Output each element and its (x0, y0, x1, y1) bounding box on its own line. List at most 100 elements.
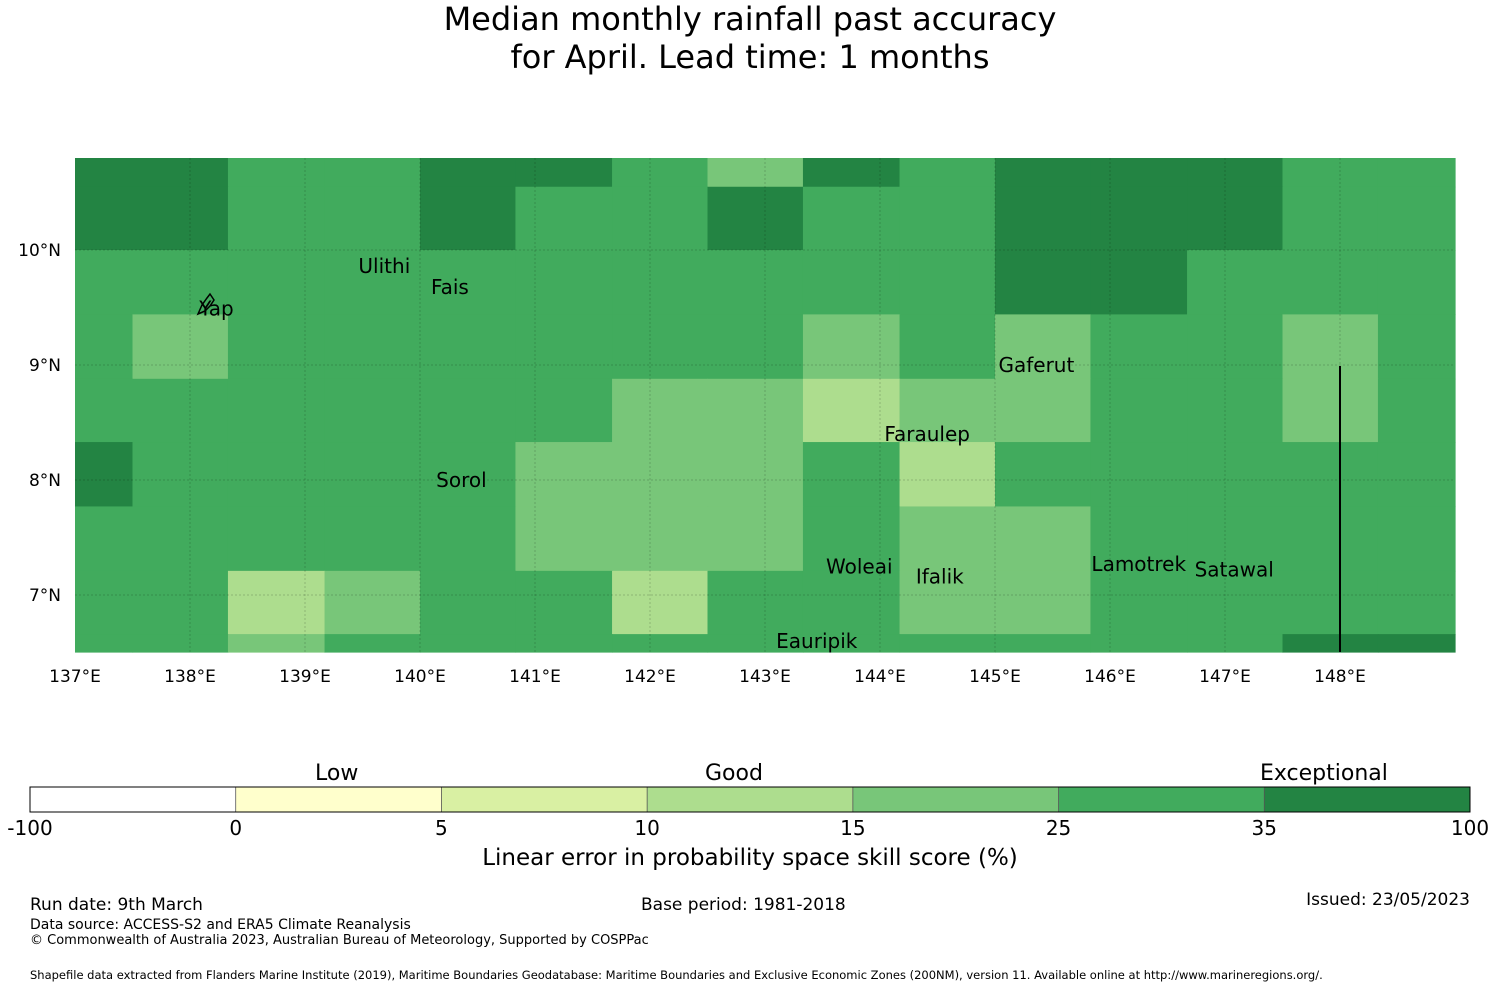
grid-cell (227, 186, 326, 251)
grid-cell (802, 378, 901, 443)
grid-cell (1282, 314, 1379, 380)
grid-cell (227, 634, 326, 653)
graticule (75, 158, 1455, 652)
grid-cell (1187, 506, 1284, 572)
grid-cell (420, 570, 517, 635)
grid-cell (707, 634, 804, 653)
grid-cell (75, 506, 134, 572)
grid-cell (420, 250, 517, 315)
colorbar-tick-label: 25 (1045, 816, 1072, 840)
grid-cell (420, 314, 517, 380)
colorbar-frame (29, 786, 1471, 813)
yap-island-shape (196, 292, 215, 316)
grid-cell (707, 442, 804, 508)
grid-cell (1090, 158, 1188, 188)
grid-cell (75, 186, 134, 251)
grid-cell (1282, 634, 1379, 653)
grid-cell (1377, 570, 1456, 635)
grid-cell (1377, 314, 1456, 380)
lat-tick-label: 7°N (29, 586, 61, 606)
lon-tick-label: 139°E (279, 667, 331, 687)
grid-cell (1282, 570, 1379, 635)
grid-cell (1282, 378, 1379, 443)
grid-cell (515, 506, 613, 572)
grid-cell (707, 378, 804, 443)
grid-cell (1187, 570, 1284, 635)
data-source: Data source: ACCESS-S2 and ERA5 Climate … (30, 917, 411, 933)
grid-cell (612, 250, 709, 315)
base-period: Base period: 1981-2018 (641, 895, 846, 915)
grid-cell (707, 314, 804, 380)
grid-cell (132, 570, 229, 635)
grid-cell (995, 158, 1092, 188)
grid-cell (612, 158, 709, 188)
grid-cell (802, 506, 901, 572)
grid-cell (612, 634, 709, 653)
grid-cell (1090, 506, 1188, 572)
grid-cell (995, 634, 1092, 653)
title-line-1: Median monthly rainfall past accuracy (443, 0, 1057, 38)
grid-cell (132, 186, 229, 251)
grid-cell (1090, 314, 1188, 380)
colorbar-tick-label: 0 (229, 816, 243, 840)
legend-exceptional: Exceptional (1260, 761, 1388, 786)
grid-cell (1377, 506, 1456, 572)
grid-cell (1282, 250, 1379, 315)
colorbar-axis-title: Linear error in probability space skill … (482, 845, 1018, 871)
grid-cell (802, 634, 901, 653)
grid-cell (420, 442, 517, 508)
place-label: Faraulep (884, 422, 970, 446)
grid-cell (612, 570, 709, 635)
grid-cell (227, 570, 326, 635)
grid-cell (1090, 634, 1188, 653)
grid-cell (612, 378, 709, 443)
grid-cell (802, 186, 901, 251)
grid-cell (1282, 506, 1379, 572)
grid-cell (227, 314, 326, 380)
grid-cell (515, 186, 613, 251)
island-markers (196, 292, 1341, 652)
grid-cell (132, 634, 229, 653)
run-date: Run date: 9th March (30, 895, 203, 915)
lon-tick-label: 137°E (49, 667, 101, 687)
grid-cell (995, 314, 1092, 380)
colorbar-tick-label: -100 (7, 816, 53, 840)
colorbar-tick-label: 5 (435, 816, 448, 840)
grid-cell (1187, 634, 1284, 653)
grid-cell (420, 506, 517, 572)
grid-cell (1090, 570, 1188, 635)
grid-cell (1377, 186, 1456, 251)
grid-cell (899, 186, 996, 251)
place-label: Lamotrek (1091, 552, 1186, 576)
grid-cell (132, 158, 229, 188)
lat-tick-label: 9°N (29, 356, 61, 376)
lon-tick-label: 144°E (854, 667, 906, 687)
lat-tick-label: 10°N (18, 241, 61, 261)
grid-cell (324, 506, 421, 572)
grid-cell (515, 250, 613, 315)
grid-cell (324, 442, 421, 508)
grid-cell (324, 378, 421, 443)
lon-tick-label: 145°E (969, 667, 1021, 687)
grid-cell (515, 378, 613, 443)
place-label: Woleai (826, 554, 893, 578)
grid-cell (1187, 250, 1284, 315)
issued-date: Issued: 23/05/2023 (1306, 890, 1470, 910)
grid-cell (995, 442, 1092, 508)
place-label: Fais (431, 275, 469, 299)
lon-tick-label: 140°E (394, 667, 446, 687)
grid-cell (995, 570, 1092, 635)
grid-cell (707, 158, 804, 188)
place-label: Gaferut (998, 353, 1074, 377)
grid-cell (802, 250, 901, 315)
copyright: © Commonwealth of Australia 2023, Austra… (30, 933, 649, 948)
grid-cell (707, 186, 804, 251)
lon-tick-label: 143°E (739, 667, 791, 687)
grid-cell (1282, 186, 1379, 251)
lon-tick-label: 146°E (1084, 667, 1136, 687)
colorbar-segment (1058, 787, 1265, 812)
grid-cell (707, 506, 804, 572)
grid-cell (132, 314, 229, 380)
colorbar-segment (30, 787, 237, 812)
grid-cell (707, 570, 804, 635)
